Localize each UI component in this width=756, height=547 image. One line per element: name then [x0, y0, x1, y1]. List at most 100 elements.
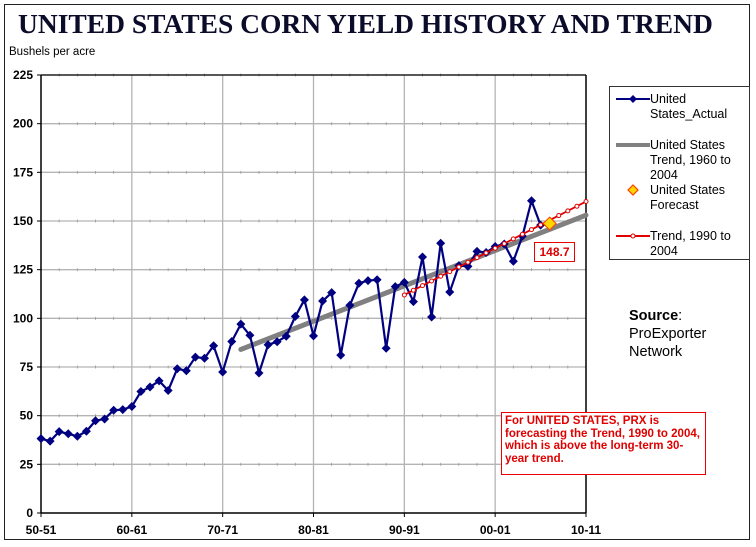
actual-yield-point	[181, 366, 191, 376]
trend-1990-2004-point	[556, 213, 562, 219]
y-tick-labels: 0 25 50 75 100 125 150 175 200 225	[13, 68, 33, 520]
actual-yield-point	[372, 275, 382, 285]
forecast-value-label: 148.7	[534, 242, 575, 262]
legend-label: United States_Actual	[650, 92, 728, 121]
x-tick-label: 90-91	[389, 523, 420, 537]
actual-yield-point	[399, 277, 409, 287]
actual-yield-point	[145, 382, 155, 392]
y-tick-label: 50	[20, 409, 34, 423]
trend-1990-2004-point	[483, 250, 489, 256]
legend: United States_Actual United States Trend…	[609, 86, 750, 260]
actual-yield-point	[236, 319, 246, 329]
source-note: Source: ProExporter Network	[629, 307, 706, 361]
chart-frame	[4, 4, 750, 540]
actual-yield-point	[254, 368, 264, 378]
actual-yield-point	[72, 431, 82, 441]
actual-yield-point	[154, 376, 164, 386]
source-label: Source	[629, 308, 679, 324]
trend-1990-2004-point	[501, 241, 507, 247]
x-tick-label: 70-71	[207, 523, 238, 537]
actual-yield-point	[309, 331, 318, 341]
actual-yield-point	[127, 402, 137, 412]
x-tick-label: 80-81	[298, 523, 329, 537]
source-line-2: Network	[629, 344, 683, 360]
source-line-1: ProExporter	[629, 326, 707, 342]
actual-yield-point	[363, 276, 373, 286]
y-tick-label: 175	[13, 165, 33, 179]
trend-1990-2004-point	[456, 264, 462, 270]
trend-1990-2004-point	[529, 227, 534, 233]
actual-yield-line	[40, 199, 542, 443]
trend-1990-2004-point	[438, 273, 444, 279]
actual-yield-point	[63, 429, 73, 439]
actual-yield-point	[163, 386, 173, 396]
actual-yield-point	[290, 311, 300, 321]
actual-yield-point	[263, 340, 273, 350]
actual-yield-point	[381, 343, 391, 353]
y-tick-label: 200	[13, 117, 33, 131]
actual-yield-point	[345, 300, 355, 310]
trend-1990-2004-point	[465, 259, 471, 265]
trend-1990-2004-point	[538, 222, 544, 228]
actual-yield-point	[336, 350, 346, 360]
trend-1990-2004-point	[510, 236, 516, 242]
y-tick-label: 225	[13, 68, 33, 82]
forecast-note: For UNITED STATES, PRX is forecasting th…	[501, 412, 706, 475]
series-layer	[36, 196, 589, 446]
actual-yield-point	[118, 405, 128, 415]
chart-title: UNITED STATES CORN YIELD HISTORY AND TRE…	[18, 8, 713, 39]
forecast-point	[542, 216, 557, 231]
yellow-diamond-icon	[627, 184, 639, 196]
actual-yield-point	[445, 287, 455, 297]
y-tick-label: 0	[26, 506, 33, 520]
trend-1990-2004-point	[429, 278, 435, 284]
actual-yield-point	[245, 330, 255, 340]
actual-yield-point	[272, 337, 282, 347]
trend-1990-2004-point	[565, 208, 571, 214]
actual-yield-point	[100, 414, 110, 424]
actual-yield-point	[218, 367, 228, 377]
actual-yield-point	[318, 296, 328, 306]
actual-yield-point	[91, 416, 100, 426]
y-tick-label: 25	[20, 457, 34, 471]
red-line-circle-icon	[616, 233, 650, 239]
x-tick-labels: 50-51 60-61 70-71 80-81 90-91 00-01 10-11	[26, 523, 602, 537]
gray-line-icon	[616, 143, 650, 147]
actual-yield-point	[36, 434, 46, 444]
actual-yield-point	[390, 282, 400, 292]
legend-label: United States Forecast	[650, 183, 726, 212]
actual-yield-point	[508, 256, 518, 266]
actual-yield-point	[427, 312, 437, 322]
y-tick-label: 100	[13, 311, 33, 325]
actual-yield-point	[190, 352, 200, 362]
trend-line-1960-2004	[238, 212, 589, 352]
y-tick-label: 125	[13, 263, 33, 277]
trend-1990-2004-point	[401, 292, 407, 298]
actual-yield-point	[109, 405, 119, 415]
actual-yield-point	[172, 364, 182, 374]
y-axis-label: Bushels per acre	[9, 46, 96, 58]
legend-label: Trend, 1990 to 2004	[650, 229, 731, 258]
trend-1990-2004-point	[420, 283, 425, 289]
actual-yield-point	[227, 336, 237, 346]
actual-yield-point	[418, 252, 427, 262]
x-tick-label: 10-11	[571, 523, 601, 537]
actual-yield-point	[472, 246, 482, 256]
actual-yield-point	[299, 295, 309, 305]
trend-1990-2004-point	[474, 255, 480, 261]
actual-yield-point	[408, 297, 418, 307]
x-tick-label: 00-01	[480, 523, 511, 537]
actual-yield-point	[54, 427, 64, 437]
trend-1990-2004-point	[447, 269, 453, 275]
actual-yield-point	[527, 196, 536, 206]
trend-1990-2004-point	[519, 231, 525, 237]
trend-1990-2004-point	[410, 287, 416, 293]
x-tick-label: 50-51	[26, 523, 57, 537]
trend-1990-2004-point	[583, 199, 589, 205]
source-colon: :	[678, 308, 683, 324]
blue-line-diamond-icon	[616, 95, 650, 103]
y-tick-label: 150	[13, 214, 33, 228]
actual-yield-point	[327, 288, 337, 298]
actual-yield-point	[45, 436, 55, 446]
trend-1990-2004-point	[492, 245, 498, 251]
